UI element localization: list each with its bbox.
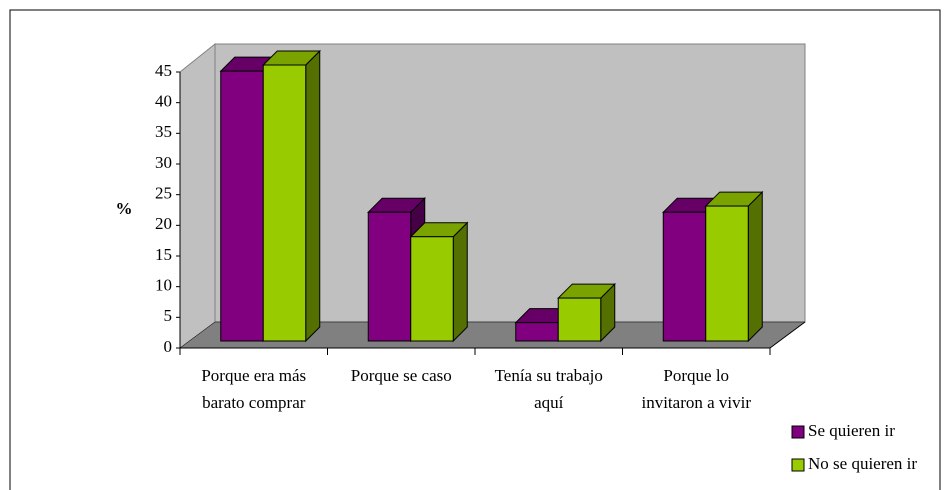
bar-side	[452, 221, 468, 343]
bar	[557, 297, 602, 342]
y-tick-label: 25	[155, 184, 172, 203]
y-tick-label: 30	[155, 153, 172, 172]
y-tick-label: 0	[164, 337, 173, 356]
y-tick-label: 35	[155, 122, 172, 141]
bar	[367, 211, 412, 342]
y-axis-label: %	[116, 199, 133, 218]
y-tick-label: 40	[155, 92, 172, 111]
bar	[262, 64, 307, 342]
legend-label: Se quieren ir	[808, 421, 895, 440]
x-tick-label: aquí	[534, 393, 564, 412]
legend-swatch	[791, 425, 805, 439]
y-tick-label: 15	[155, 245, 172, 264]
x-tick-label: Porque lo	[663, 366, 729, 385]
bar	[662, 211, 707, 342]
bar-side	[305, 49, 321, 343]
bar	[515, 322, 559, 342]
legend-label: No se quieren ir	[808, 454, 917, 473]
bar	[220, 70, 264, 342]
legend-swatch	[791, 458, 805, 472]
side-wall	[179, 42, 216, 349]
x-tick-label: barato comprar	[202, 393, 306, 412]
y-tick-label: 20	[155, 214, 172, 233]
x-tick-label: Tenía su trabajo	[495, 366, 603, 385]
x-tick-label: Porque era más	[201, 366, 306, 385]
bar	[705, 205, 749, 342]
bar	[410, 236, 454, 342]
y-tick-label: 5	[164, 306, 173, 325]
floor-edge	[769, 321, 806, 349]
x-tick-label: invitaron a vivir	[641, 393, 751, 412]
bar-side	[747, 190, 763, 343]
y-tick-label: 10	[155, 276, 172, 295]
y-tick-label: 45	[155, 61, 172, 80]
x-tick-label: Porque se caso	[351, 366, 452, 385]
